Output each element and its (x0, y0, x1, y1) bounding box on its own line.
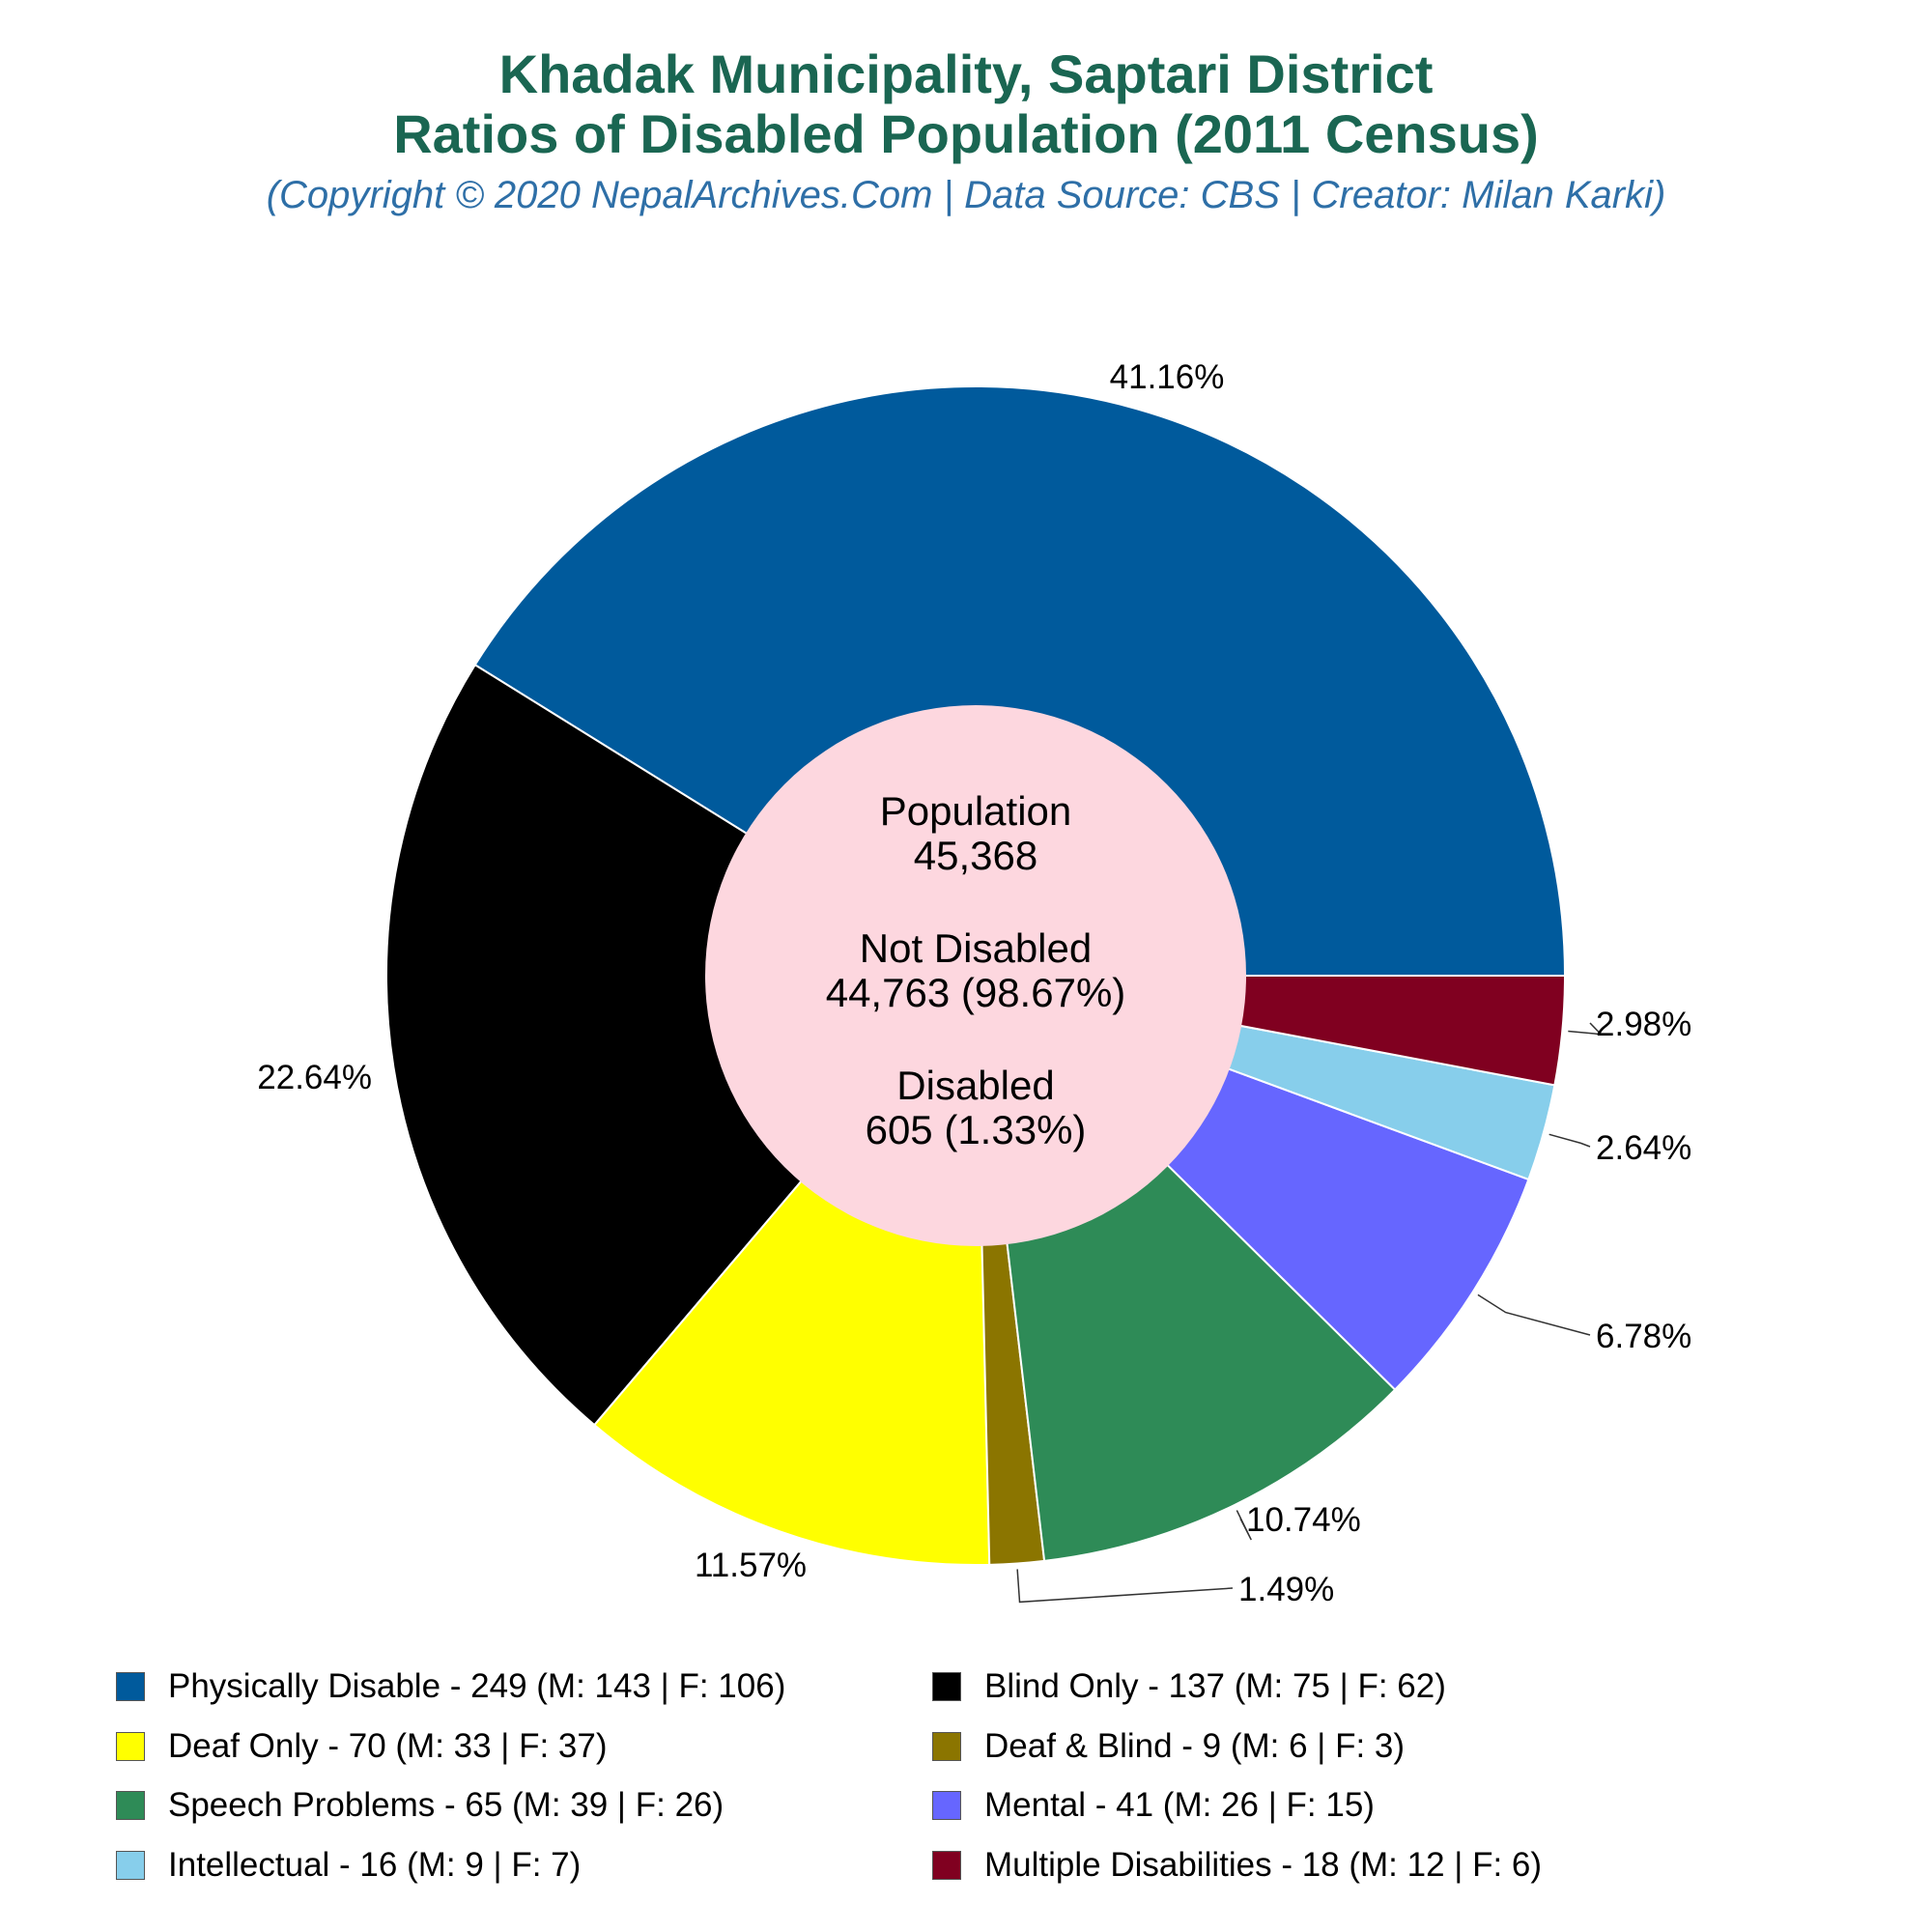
leader-line-mental (1477, 1293, 1591, 1336)
legend-item-deaf-and-blind: Deaf & Blind - 9 (M: 6 | F: 3) (932, 1725, 1405, 1768)
legend-item-speech-problems: Speech Problems - 65 (M: 39 | F: 26) (116, 1784, 724, 1827)
pct-label-physically-disable: 41.16% (1110, 358, 1225, 396)
legend-label: Intellectual - 16 (M: 9 | F: 7) (168, 1846, 582, 1884)
slice-physically-disable (473, 385, 1567, 977)
center-population-label: Population (880, 788, 1072, 834)
center-disabled-value: 605 (1.33%) (866, 1107, 1087, 1152)
center-population-value: 45,368 (914, 833, 1037, 878)
chart-title-line1: Khadak Municipality, Saptari District (498, 43, 1434, 104)
legend-item-blind-only: Blind Only - 137 (M: 75 | F: 62) (932, 1665, 1446, 1708)
legend-label: Multiple Disabilities - 18 (M: 12 | F: 6… (984, 1846, 1543, 1884)
legend-label: Blind Only - 137 (M: 75 | F: 62) (984, 1667, 1446, 1705)
legend-item-mental: Mental - 41 (M: 26 | F: 15) (932, 1784, 1375, 1827)
legend-label: Mental - 41 (M: 26 | F: 15) (984, 1786, 1375, 1824)
pct-label-multiple-disabilities: 2.98% (1596, 1006, 1691, 1043)
legend-label: Physically Disable - 249 (M: 143 | F: 10… (168, 1667, 786, 1705)
legend-swatch (116, 1791, 145, 1820)
leader-line-multiple-disabilities (1568, 1022, 1604, 1036)
legend-swatch (116, 1672, 145, 1701)
pct-label-blind-only: 22.64% (257, 1059, 372, 1096)
legend-swatch (932, 1732, 961, 1761)
slice-blind-only (385, 663, 978, 1427)
pct-label-intellectual: 2.64% (1596, 1129, 1691, 1167)
pct-label-speech-problems: 10.74% (1246, 1501, 1361, 1539)
legend-item-physically-disable: Physically Disable - 249 (M: 143 | F: 10… (116, 1665, 785, 1708)
legend-item-intellectual: Intellectual - 16 (M: 9 | F: 7) (116, 1844, 581, 1887)
chart-title-line2: Ratios of Disabled Population (2011 Cens… (393, 103, 1539, 164)
legend-item-deaf-only: Deaf Only - 70 (M: 33 | F: 37) (116, 1725, 608, 1768)
center-hole (705, 705, 1246, 1246)
leader-line-intellectual (1548, 1133, 1591, 1148)
pct-label-deaf-and-blind: 1.49% (1238, 1571, 1334, 1608)
pct-label-mental: 6.78% (1596, 1318, 1691, 1355)
leader-line-speech-problems (1236, 1510, 1252, 1541)
pct-label-deaf-only: 11.57% (695, 1547, 807, 1584)
center-disabled-label: Disabled (896, 1063, 1054, 1108)
legend-label: Speech Problems - 65 (M: 39 | F: 26) (168, 1786, 724, 1824)
legend-label: Deaf & Blind - 9 (M: 6 | F: 3) (984, 1727, 1406, 1765)
legend-item-multiple-disabilities: Multiple Disabilities - 18 (M: 12 | F: 6… (932, 1844, 1542, 1887)
legend-swatch (932, 1672, 961, 1701)
leader-line-deaf-and-blind (1016, 1569, 1234, 1604)
legend-swatch (932, 1851, 961, 1880)
legend-swatch (116, 1851, 145, 1880)
center-not-disabled-value: 44,763 (98.67%) (826, 970, 1126, 1015)
legend-swatch (116, 1732, 145, 1761)
legend-label: Deaf Only - 70 (M: 33 | F: 37) (168, 1727, 608, 1765)
chart-subtitle: (Copyright © 2020 NepalArchives.Com | Da… (266, 174, 1666, 216)
legend-swatch (932, 1791, 961, 1820)
center-not-disabled-label: Not Disabled (860, 925, 1092, 971)
